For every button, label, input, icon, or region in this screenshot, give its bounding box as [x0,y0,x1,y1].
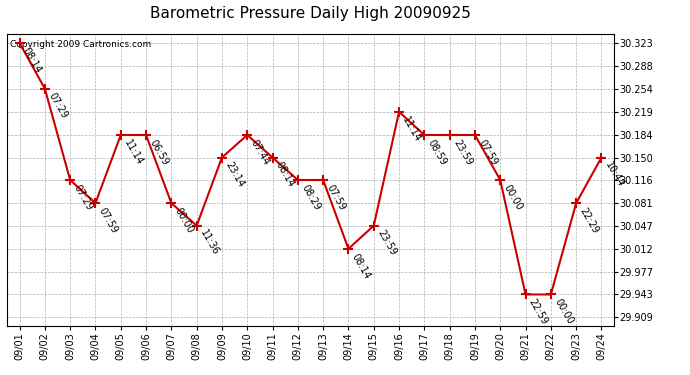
Text: 08:14: 08:14 [21,46,43,75]
Text: 23:59: 23:59 [451,138,474,167]
Text: 07:59: 07:59 [476,138,499,167]
Text: 11:36: 11:36 [198,228,221,258]
Text: Barometric Pressure Daily High 20090925: Barometric Pressure Daily High 20090925 [150,6,471,21]
Text: 11:14: 11:14 [400,115,423,144]
Text: 00:00: 00:00 [552,297,575,326]
Text: 08:29: 08:29 [299,183,322,212]
Text: 22:29: 22:29 [578,206,600,235]
Text: 07:59: 07:59 [324,183,347,212]
Text: 10:44: 10:44 [603,160,625,189]
Text: 11:14: 11:14 [122,138,145,167]
Text: 07:29: 07:29 [46,92,69,121]
Text: 08:59: 08:59 [426,138,449,167]
Text: 22:59: 22:59 [527,297,550,327]
Text: 08:14: 08:14 [274,160,297,189]
Text: 08:14: 08:14 [350,252,373,280]
Text: 00:00: 00:00 [172,206,195,235]
Text: 23:14: 23:14 [224,160,246,189]
Text: Copyright 2009 Cartronics.com: Copyright 2009 Cartronics.com [10,40,151,49]
Text: 07:44: 07:44 [248,138,271,167]
Text: 07:29: 07:29 [72,183,95,212]
Text: 07:59: 07:59 [97,206,119,235]
Text: 00:00: 00:00 [502,183,524,212]
Text: 23:59: 23:59 [375,228,398,258]
Text: 06:59: 06:59 [148,138,170,167]
